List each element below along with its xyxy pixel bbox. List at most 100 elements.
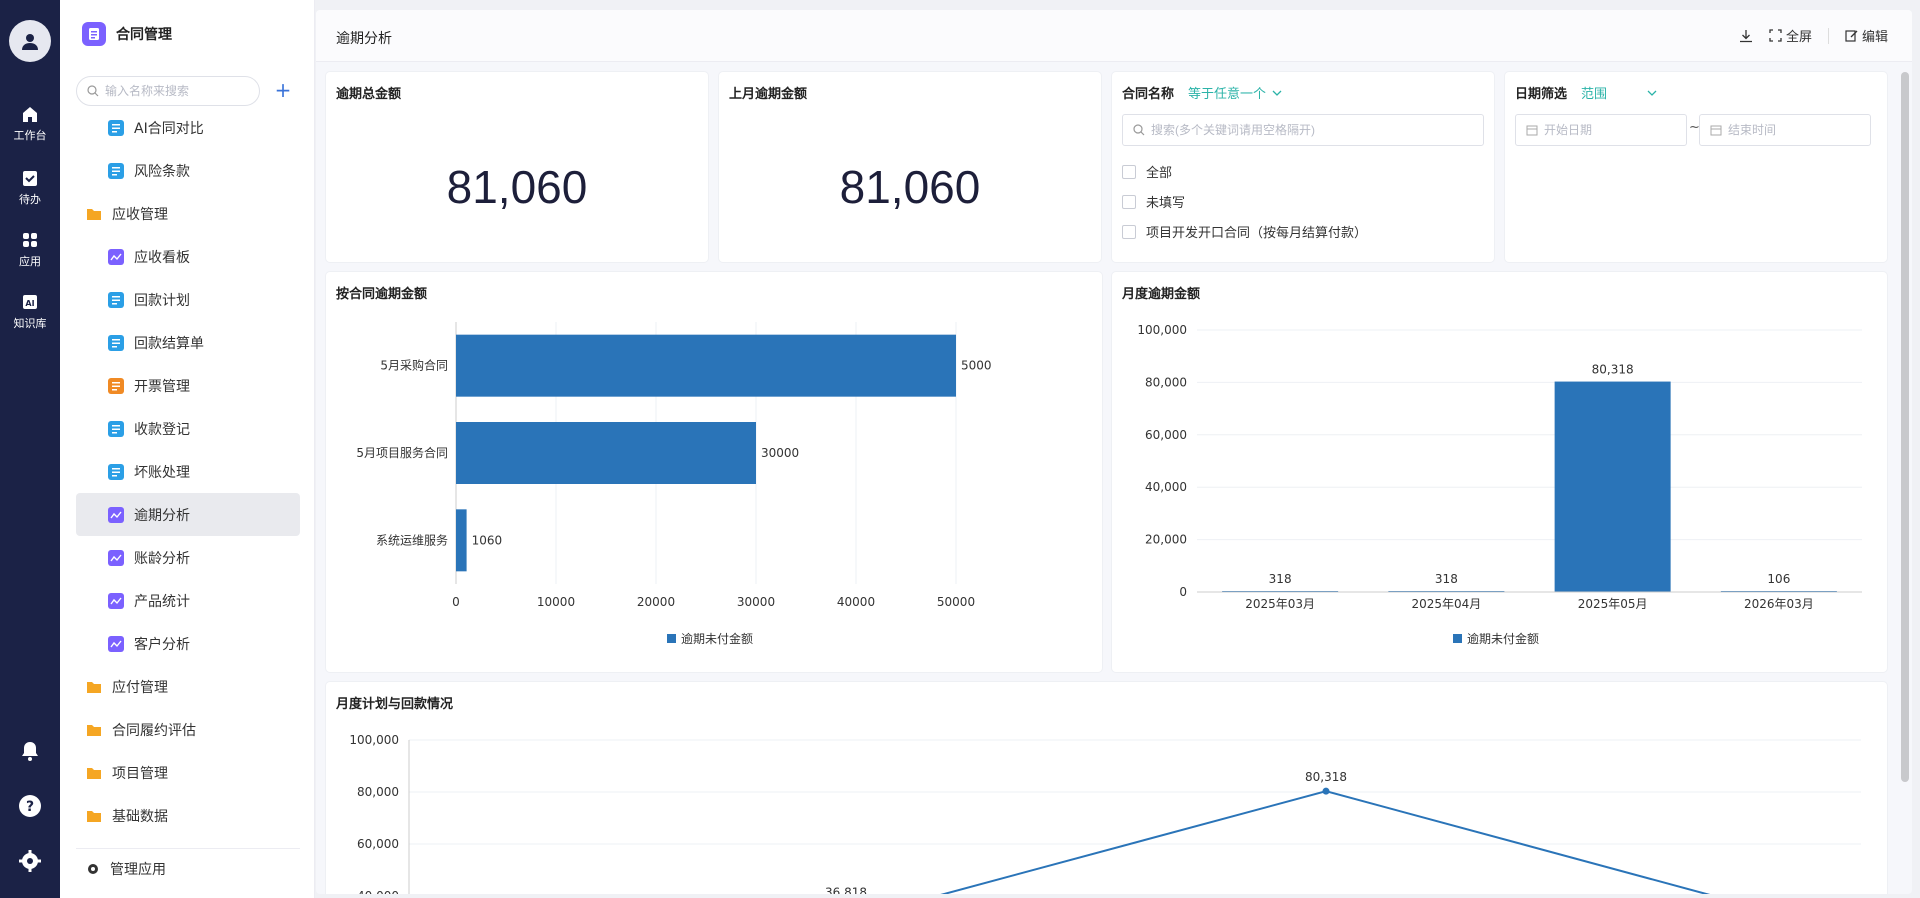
rail-item-knowledge[interactable]: AI 知识库 [0, 292, 60, 331]
manage-app-button[interactable]: 管理应用 [76, 848, 300, 888]
knowledge-icon: AI [23, 295, 37, 309]
edit-button[interactable]: 编辑 [1845, 26, 1888, 45]
value-label: 5000 [961, 359, 992, 373]
rail-item-apps[interactable]: 应用 [0, 230, 60, 269]
sidebar-item[interactable]: 收款登记 [76, 407, 300, 450]
sidebar-item[interactable]: AI合同对比 [76, 106, 300, 149]
category-label: 5月采购合同 [380, 358, 448, 373]
bell-icon [22, 742, 38, 761]
sidebar-item[interactable]: 回款结算单 [76, 321, 300, 364]
option-label: 全部 [1146, 166, 1173, 181]
contract-search-input[interactable] [1151, 123, 1471, 137]
settings-button[interactable] [0, 850, 60, 872]
contract-app-icon [82, 22, 106, 46]
page-header: 逾期分析 全屏 编辑 [316, 10, 1912, 62]
scrollbar-thumb[interactable] [1901, 72, 1909, 782]
app-rail: 工作台 待办 应用 AI 知识库 ? [0, 0, 60, 898]
y-tick-label: 80,000 [357, 785, 399, 799]
fullscreen-button[interactable]: 全屏 [1769, 26, 1812, 45]
search-icon [87, 85, 99, 97]
sidebar-item-label: 合同履约评估 [112, 722, 196, 739]
sidebar-item[interactable]: 坏账处理 [76, 450, 300, 493]
sidebar-folder[interactable]: 基础数据 [76, 794, 300, 837]
download-button[interactable] [1739, 29, 1753, 43]
sidebar-folder[interactable]: 项目管理 [76, 751, 300, 794]
sidebar-item[interactable]: 应收看板 [76, 235, 300, 278]
sidebar-item-label: 收款登记 [134, 421, 190, 438]
sidebar-item[interactable]: 风险条款 [76, 149, 300, 192]
sidebar-search[interactable] [76, 76, 260, 106]
kpi-value: 81,060 [446, 161, 588, 213]
contract-search[interactable] [1122, 114, 1484, 146]
filter-operator-dropdown[interactable]: 范围 [1581, 83, 1657, 102]
user-icon [22, 34, 38, 50]
y-tick-label: 40,000 [1145, 480, 1187, 494]
sidebar-item[interactable]: 客户分析 [76, 622, 300, 665]
kpi-card-total: 逾期总金额 81,060 [326, 72, 708, 262]
point-label: 80,318 [1305, 770, 1347, 784]
y-tick-label: 60,000 [1145, 428, 1187, 442]
doc-orange-icon [108, 377, 124, 394]
monthly-overdue-chart-card: 月度逾期金额 100,000 80,000 60,000 40,000 20,000 0 3… [1112, 272, 1887, 672]
end-date-field[interactable] [1699, 114, 1871, 146]
sidebar-folder[interactable]: 合同履约评估 [76, 708, 300, 751]
monthly-overdue-chart: 100,000 80,000 60,000 40,000 20,000 0 318 2025年… [1137, 323, 1862, 646]
value-label: 1060 [472, 533, 503, 547]
option-checkbox[interactable]: 全部 [1122, 162, 1172, 181]
chevron-down-icon [1272, 90, 1282, 96]
rail-item-todo[interactable]: 待办 [0, 168, 60, 207]
sidebar-item[interactable]: 产品统计 [76, 579, 300, 622]
chart-icon [108, 592, 124, 609]
start-date-input[interactable] [1544, 123, 1674, 137]
sidebar-folder[interactable]: 应付管理 [76, 665, 300, 708]
sidebar-item-label: 应收管理 [112, 206, 168, 223]
checkbox[interactable] [1122, 224, 1136, 239]
help-button[interactable]: ? [0, 794, 60, 818]
sidebar-item[interactable]: 账龄分析 [76, 536, 300, 579]
filter-label: 日期筛选 [1515, 87, 1568, 102]
chart-icon [108, 549, 124, 566]
folder-icon [86, 679, 102, 695]
legend-label: 逾期未付金额 [1467, 631, 1539, 646]
notification-bell[interactable] [0, 740, 60, 762]
x-tick-label: 30000 [737, 595, 775, 609]
option-label: 项目开发开口合同（按每月结算付款） [1146, 226, 1368, 241]
sidebar-item[interactable]: 开票管理 [76, 364, 300, 407]
category-label: 2025年04月 [1411, 597, 1481, 611]
sidebar-item-label: 应付管理 [112, 679, 168, 696]
point-label: 36,818 [825, 885, 867, 894]
checkbox[interactable] [1122, 164, 1136, 179]
filter-label: 合同名称 [1122, 87, 1175, 102]
sidebar-folder[interactable]: 应收管理 [76, 192, 300, 235]
start-date-field[interactable] [1515, 114, 1687, 146]
series-line [940, 790, 1711, 894]
filter-operator-dropdown[interactable]: 等于任意一个 [1188, 83, 1282, 102]
rail-item-label: 待办 [19, 193, 41, 206]
user-avatar[interactable] [9, 20, 51, 62]
data-point [1322, 787, 1330, 795]
kpi-card-last-month: 上月逾期金额 81,060 [719, 72, 1101, 262]
legend-swatch [667, 634, 676, 643]
category-label: 2026年03月 [1744, 597, 1814, 611]
add-button[interactable]: + [274, 78, 292, 102]
sidebar-item[interactable]: 逾期分析 [76, 493, 300, 536]
filter-operator-value: 等于任意一个 [1188, 87, 1267, 102]
rail-item-workbench[interactable]: 工作台 [0, 104, 60, 143]
option-checkbox[interactable]: 项目开发开口合同（按每月结算付款） [1122, 222, 1367, 241]
bar [1554, 381, 1671, 592]
option-checkbox[interactable]: 未填写 [1122, 192, 1185, 211]
end-date-input[interactable] [1728, 123, 1858, 137]
sidebar-item-label: 逾期分析 [134, 507, 190, 524]
calendar-icon [1710, 125, 1722, 136]
sidebar-search-input[interactable] [105, 84, 245, 98]
y-tick-label: 20,000 [1145, 533, 1187, 547]
rail-item-label: 工作台 [13, 129, 47, 142]
svg-text:?: ? [26, 799, 34, 815]
folder-icon [86, 206, 102, 222]
edit-icon [1845, 30, 1858, 42]
search-icon [1133, 124, 1145, 136]
x-tick-label: 40000 [837, 595, 875, 609]
toolbar-divider [1827, 27, 1829, 44]
checkbox[interactable] [1122, 194, 1136, 209]
sidebar-item[interactable]: 回款计划 [76, 278, 300, 321]
